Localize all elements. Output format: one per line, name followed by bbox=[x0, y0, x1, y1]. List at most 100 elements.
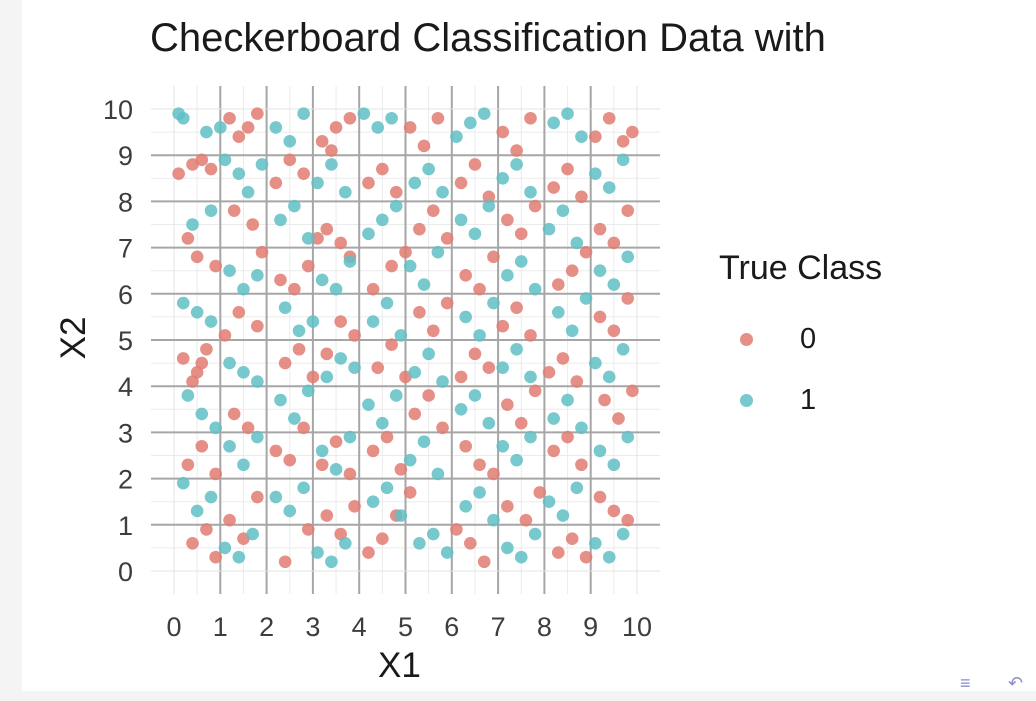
data-point-class-1 bbox=[241, 185, 255, 199]
data-point-class-1 bbox=[288, 199, 301, 213]
data-point-class-1 bbox=[232, 167, 246, 180]
data-point-class-1 bbox=[510, 453, 523, 467]
legend-marker-1 bbox=[740, 393, 753, 407]
data-point-class-1 bbox=[496, 361, 510, 375]
data-point-class-0 bbox=[246, 218, 260, 231]
data-point-class-0 bbox=[589, 130, 602, 144]
data-point-class-0 bbox=[468, 158, 482, 171]
data-point-class-1 bbox=[237, 282, 250, 296]
data-point-class-1 bbox=[436, 375, 449, 388]
data-point-class-0 bbox=[251, 107, 264, 120]
data-point-class-1 bbox=[482, 199, 496, 213]
data-point-class-1 bbox=[593, 444, 607, 458]
data-point-class-1 bbox=[436, 185, 449, 199]
data-point-class-0 bbox=[278, 356, 292, 370]
data-point-class-0 bbox=[621, 513, 635, 527]
data-point-class-0 bbox=[320, 347, 334, 361]
data-point-class-1 bbox=[311, 176, 324, 190]
data-point-class-0 bbox=[598, 393, 611, 407]
data-point-class-0 bbox=[626, 125, 639, 139]
data-point-class-1 bbox=[362, 398, 375, 411]
data-point-class-1 bbox=[315, 444, 329, 458]
data-point-class-0 bbox=[362, 176, 375, 190]
data-point-class-1 bbox=[579, 292, 593, 305]
data-point-class-0 bbox=[251, 490, 264, 504]
data-point-class-0 bbox=[283, 153, 297, 167]
data-point-class-1 bbox=[422, 347, 435, 361]
data-point-class-1 bbox=[371, 121, 385, 134]
data-point-class-0 bbox=[542, 366, 556, 379]
data-point-class-1 bbox=[487, 513, 500, 527]
data-point-class-0 bbox=[348, 329, 361, 342]
data-point-class-1 bbox=[274, 213, 287, 227]
data-point-class-1 bbox=[431, 245, 445, 259]
data-point-class-0 bbox=[551, 278, 565, 291]
data-point-class-1 bbox=[380, 481, 394, 495]
data-point-class-1 bbox=[431, 467, 445, 481]
data-point-class-0 bbox=[431, 111, 445, 125]
data-point-class-1 bbox=[274, 393, 287, 407]
data-point-class-1 bbox=[589, 536, 602, 550]
data-point-class-0 bbox=[209, 550, 222, 564]
data-point-class-0 bbox=[501, 213, 514, 227]
data-point-class-1 bbox=[176, 476, 190, 490]
data-point-class-1 bbox=[380, 296, 394, 310]
data-point-class-1 bbox=[473, 329, 486, 342]
data-point-class-0 bbox=[501, 500, 514, 513]
data-point-class-0 bbox=[385, 259, 398, 273]
data-point-class-0 bbox=[561, 430, 574, 444]
data-point-class-0 bbox=[551, 546, 565, 559]
data-point-class-0 bbox=[612, 412, 625, 425]
data-point-class-0 bbox=[487, 467, 500, 481]
data-point-class-1 bbox=[575, 421, 588, 435]
data-point-class-0 bbox=[251, 319, 264, 333]
data-point-class-1 bbox=[501, 269, 514, 282]
data-point-class-1 bbox=[269, 490, 283, 504]
chart-title: Checkerboard Classification Data with bbox=[150, 16, 826, 60]
data-point-class-0 bbox=[510, 301, 523, 314]
data-point-class-0 bbox=[306, 370, 320, 384]
data-point-class-1 bbox=[315, 273, 329, 287]
data-point-class-1 bbox=[200, 125, 213, 139]
data-point-class-1 bbox=[394, 329, 408, 342]
data-point-class-1 bbox=[190, 504, 204, 518]
data-point-class-1 bbox=[223, 264, 236, 278]
legend-item-1: 1 bbox=[740, 384, 816, 416]
data-point-class-1 bbox=[329, 282, 343, 296]
data-point-class-0 bbox=[292, 342, 306, 356]
data-point-class-0 bbox=[176, 352, 190, 365]
data-point-class-1 bbox=[348, 361, 361, 375]
data-point-class-1 bbox=[389, 389, 403, 402]
data-point-class-1 bbox=[417, 435, 431, 448]
data-point-class-1 bbox=[325, 158, 338, 171]
x-tick-label: 1 bbox=[213, 612, 228, 642]
data-point-class-1 bbox=[561, 107, 574, 120]
data-point-class-1 bbox=[426, 527, 440, 541]
y-axis-label: X2 bbox=[54, 316, 93, 360]
data-point-class-0 bbox=[269, 176, 283, 190]
undo-icon[interactable]: ↶ bbox=[1008, 673, 1024, 693]
data-point-class-1 bbox=[283, 135, 297, 148]
y-tick-label: 8 bbox=[118, 187, 133, 217]
data-point-class-0 bbox=[607, 324, 621, 338]
data-point-class-0 bbox=[547, 444, 560, 458]
data-point-class-1 bbox=[524, 430, 537, 444]
menu-icon[interactable]: ≡ bbox=[960, 673, 971, 693]
data-point-class-1 bbox=[218, 541, 232, 555]
data-point-class-0 bbox=[464, 536, 477, 550]
data-point-class-0 bbox=[278, 555, 292, 569]
data-point-class-0 bbox=[190, 250, 204, 264]
data-point-class-0 bbox=[454, 176, 468, 190]
data-point-class-1 bbox=[329, 463, 343, 476]
data-point-class-0 bbox=[320, 509, 334, 522]
data-point-class-0 bbox=[459, 269, 472, 282]
data-point-class-0 bbox=[459, 439, 472, 453]
y-tick-label: 2 bbox=[118, 465, 133, 495]
data-point-class-0 bbox=[315, 135, 329, 148]
data-point-class-0 bbox=[223, 111, 236, 125]
data-point-class-0 bbox=[626, 384, 639, 398]
data-point-class-1 bbox=[616, 342, 630, 356]
data-point-class-0 bbox=[311, 232, 324, 245]
data-point-class-0 bbox=[403, 121, 417, 134]
data-point-class-1 bbox=[547, 116, 560, 130]
